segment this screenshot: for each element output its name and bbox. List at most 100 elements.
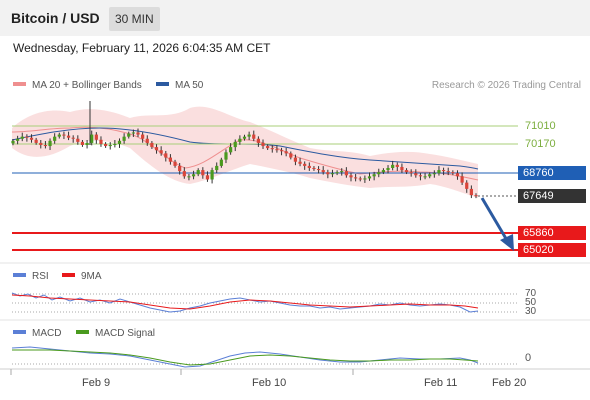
candle-body xyxy=(39,142,43,146)
credit-text: Research © 2026 Trading Central xyxy=(431,80,581,91)
candle-body xyxy=(326,172,330,175)
candle-body xyxy=(219,159,223,166)
candle-body xyxy=(303,163,307,166)
macd-signal-swatch xyxy=(76,330,89,335)
candle-body xyxy=(25,136,29,138)
rsi-line xyxy=(11,292,479,313)
candle-body xyxy=(275,149,279,151)
candle-body xyxy=(196,170,200,175)
candle-body xyxy=(34,139,38,143)
x-tick-label: Feb 20 xyxy=(492,377,527,389)
rsi-level-label-50: 50 xyxy=(525,297,537,308)
candle-body xyxy=(354,177,358,179)
candle-body xyxy=(154,147,159,151)
candle-body xyxy=(20,136,24,139)
candle-body xyxy=(316,169,321,171)
candle-body xyxy=(136,132,140,135)
candle-body xyxy=(131,132,135,134)
macd-line xyxy=(11,346,479,368)
rsi-swatch xyxy=(13,273,26,278)
candle-body xyxy=(428,174,432,177)
candle-body xyxy=(205,175,210,180)
candle-body xyxy=(474,195,478,197)
x-tick-label: Feb 10 xyxy=(252,377,287,389)
candle-body xyxy=(43,145,48,147)
candle-body xyxy=(57,134,61,137)
candle-body xyxy=(210,170,214,180)
candle-body xyxy=(358,178,362,180)
candle-body xyxy=(173,161,177,166)
candle-body xyxy=(94,134,98,140)
candle-body xyxy=(201,170,205,176)
candle-body xyxy=(85,142,89,146)
candle-body xyxy=(409,172,413,174)
legend-ma50: MA 50 xyxy=(156,80,203,91)
candle-body xyxy=(400,166,404,171)
candle-body xyxy=(16,138,20,141)
candle-body xyxy=(293,157,298,162)
candle-body xyxy=(99,139,103,144)
ma50-swatch xyxy=(156,82,169,87)
candle-body xyxy=(29,137,34,140)
legend-macd: MACD xyxy=(13,328,61,339)
macd-signal-line xyxy=(12,349,479,366)
candle-body xyxy=(242,136,247,139)
candle-body xyxy=(432,173,436,175)
candle-body xyxy=(418,175,423,177)
candle-body xyxy=(104,143,108,147)
candle-body xyxy=(11,140,15,144)
level-label-71010: 71010 xyxy=(525,120,556,132)
candle-body xyxy=(256,138,260,143)
candle-body xyxy=(404,170,409,173)
level-label-68760: 68760 xyxy=(518,166,586,180)
candle-body xyxy=(330,173,335,175)
candle-body xyxy=(48,140,52,147)
candle-body xyxy=(363,178,367,180)
candle-body xyxy=(127,133,131,137)
timeframe-badge[interactable]: 30 MIN xyxy=(109,7,160,31)
ma20-label: MA 20 + Bollinger Bands xyxy=(32,80,142,91)
candle-body xyxy=(381,170,385,173)
candle-body xyxy=(224,152,228,160)
candle-body xyxy=(141,134,145,139)
candle-body xyxy=(391,164,395,168)
rsi-level-label-30: 30 xyxy=(525,306,537,317)
candle-body xyxy=(182,171,186,177)
level-label-65020: 65020 xyxy=(518,243,586,257)
9ma-label: 9MA xyxy=(81,271,102,282)
rsi-9ma-line xyxy=(11,294,479,310)
candle-body xyxy=(150,142,154,148)
candle-body xyxy=(233,141,237,148)
macd-swatch xyxy=(13,330,26,335)
candle-body xyxy=(307,165,311,168)
candle-body xyxy=(261,142,265,147)
candle-body xyxy=(367,176,372,179)
candle-body xyxy=(377,172,381,175)
candle-body xyxy=(164,153,168,158)
candle-body xyxy=(187,176,191,178)
rsi-level-label-70: 70 xyxy=(525,288,537,299)
candle-body xyxy=(71,137,75,139)
candle-body xyxy=(145,138,149,143)
candle-body xyxy=(66,135,71,138)
legend-ma20: MA 20 + Bollinger Bands xyxy=(13,80,142,91)
macd-label: MACD xyxy=(32,328,62,339)
macd-signal-label: MACD Signal xyxy=(95,328,156,339)
macd-zero-label: 0 xyxy=(525,352,532,364)
legend-rsi: RSI xyxy=(13,271,49,282)
candle-body xyxy=(247,134,251,137)
candle-body xyxy=(395,164,399,167)
candle-body xyxy=(168,157,173,162)
candle-body xyxy=(266,146,270,149)
candle-body xyxy=(455,173,460,177)
rsi-label: RSI xyxy=(32,271,49,282)
candle-body xyxy=(229,147,233,153)
candle-body xyxy=(437,170,441,174)
candle-body xyxy=(349,175,353,178)
chart-datetime: Wednesday, February 11, 2026 6:04:35 AM … xyxy=(13,41,271,55)
level-label-67649: 67649 xyxy=(518,189,586,203)
bollinger-band xyxy=(12,106,478,198)
ma20-swatch xyxy=(13,82,26,87)
candle-body xyxy=(178,165,182,172)
candlestick-series xyxy=(11,101,478,199)
